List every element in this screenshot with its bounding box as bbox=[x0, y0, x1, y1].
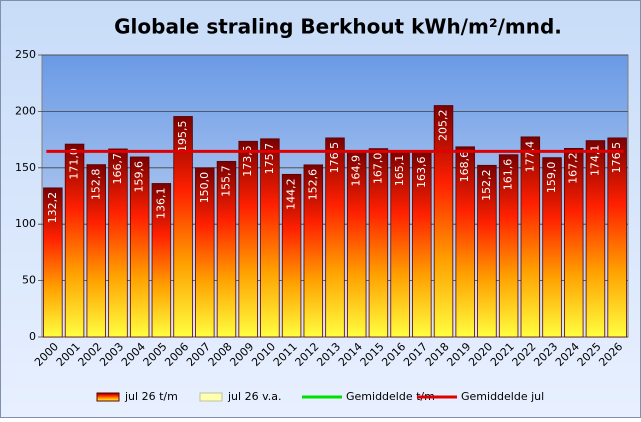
bar bbox=[325, 137, 345, 338]
bar bbox=[43, 187, 63, 338]
bar bbox=[260, 138, 280, 338]
value-label: 167,0 bbox=[371, 153, 384, 185]
legend-label: jul 26 t/m bbox=[124, 390, 178, 403]
y-tick-label: 150 bbox=[15, 161, 36, 174]
value-label: 159,6 bbox=[133, 161, 146, 193]
bar bbox=[303, 164, 324, 338]
bar bbox=[238, 140, 258, 338]
bar bbox=[64, 143, 85, 338]
y-tick-label: 100 bbox=[15, 217, 36, 230]
legend-swatch bbox=[199, 392, 223, 402]
bar bbox=[86, 164, 106, 338]
bar bbox=[585, 140, 606, 338]
value-label: 166,7 bbox=[111, 153, 124, 185]
value-label: 165,1 bbox=[393, 155, 406, 187]
bar bbox=[108, 148, 128, 338]
legend-label: Gemiddelde t/m bbox=[346, 390, 435, 403]
value-label: 163,6 bbox=[415, 156, 428, 188]
bar bbox=[195, 167, 215, 338]
legend-label: Gemiddelde jul bbox=[461, 390, 544, 403]
value-label: 176,5 bbox=[328, 142, 341, 174]
value-label: 132,2 bbox=[46, 192, 59, 224]
value-label: 136,1 bbox=[154, 187, 167, 219]
y-tick-label: 250 bbox=[15, 48, 36, 61]
bar bbox=[477, 164, 497, 338]
bar bbox=[129, 156, 150, 338]
value-label: 168,6 bbox=[458, 151, 471, 183]
y-tick-label: 50 bbox=[22, 274, 36, 287]
value-label: 176,5 bbox=[610, 142, 623, 174]
bar bbox=[281, 173, 302, 338]
value-label: 164,9 bbox=[350, 155, 363, 187]
value-label: 177,4 bbox=[523, 141, 536, 173]
value-label: 205,2 bbox=[437, 110, 450, 141]
y-tick-label: 0 bbox=[29, 330, 36, 343]
bar bbox=[542, 157, 562, 338]
bar bbox=[151, 183, 172, 338]
bar bbox=[455, 146, 475, 338]
value-label: 155,7 bbox=[219, 165, 232, 197]
value-label: 174,1 bbox=[588, 145, 601, 177]
value-label: 167,2 bbox=[567, 152, 580, 184]
value-label: 152,2 bbox=[480, 169, 493, 201]
value-label: 173,5 bbox=[241, 145, 254, 177]
bar bbox=[520, 136, 541, 338]
value-label: 195,5 bbox=[176, 120, 189, 152]
value-label: 171,0 bbox=[68, 148, 81, 180]
bar bbox=[433, 105, 454, 338]
chart-title: Globale straling Berkhout kWh/m²/mnd. bbox=[114, 15, 562, 39]
legend-label: jul 26 v.a. bbox=[227, 390, 281, 403]
bar bbox=[564, 147, 584, 338]
bar bbox=[368, 148, 389, 338]
value-label: 150,0 bbox=[198, 172, 211, 204]
value-label: 152,6 bbox=[306, 169, 319, 201]
value-label: 144,2 bbox=[285, 178, 298, 210]
bar bbox=[607, 137, 627, 338]
legend-swatch bbox=[96, 392, 120, 402]
value-label: 159,0 bbox=[545, 162, 558, 194]
bar bbox=[498, 154, 519, 338]
value-label: 152,8 bbox=[89, 169, 102, 201]
y-tick-label: 200 bbox=[15, 104, 36, 117]
bar bbox=[216, 160, 237, 338]
value-label: 175,7 bbox=[263, 143, 276, 175]
bar bbox=[173, 116, 193, 338]
value-label: 161,6 bbox=[502, 159, 515, 191]
